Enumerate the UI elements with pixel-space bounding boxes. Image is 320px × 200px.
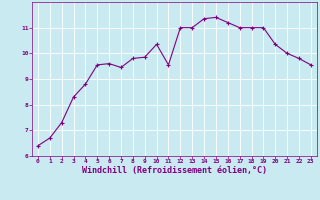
X-axis label: Windchill (Refroidissement éolien,°C): Windchill (Refroidissement éolien,°C) [82,166,267,175]
